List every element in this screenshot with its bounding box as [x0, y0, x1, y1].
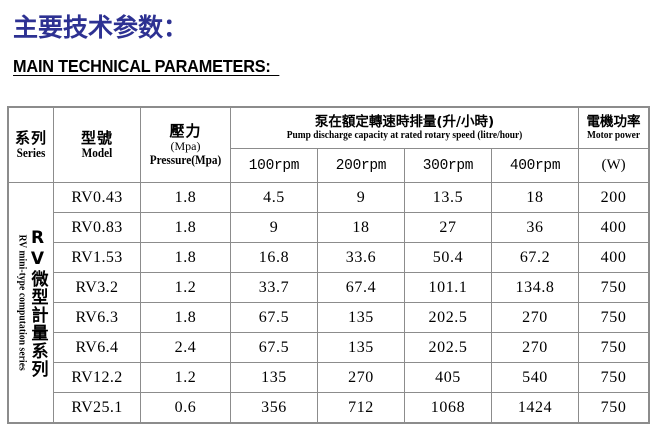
header-motor-power: 電機功率 Motor power [578, 107, 650, 149]
cell-rpm400: 1424 [490, 392, 580, 423]
cell-rpm200: 9 [317, 182, 405, 213]
cell-rpm400: 270 [490, 332, 580, 363]
cell-rpm100: 135 [230, 362, 318, 393]
title-block: 主要技术参数： MAIN TECHNICAL PARAMETERS: [13, 14, 633, 77]
header-rpm-100: 100rpm [230, 148, 318, 183]
table-row: RV6.3 1.8 67.5 135 202.5 270 750 [9, 302, 650, 333]
header-pressure-unit: (Mpa) [170, 138, 201, 153]
cell-rpm300: 1068 [404, 392, 492, 423]
cell-rpm300: 405 [404, 362, 492, 393]
cell-model: RV6.3 [53, 302, 141, 333]
cell-rpm200: 270 [317, 362, 405, 393]
header-discharge-cn: 泵在額定轉速時排量(升/小時) [314, 113, 495, 130]
cell-rpm200: 18 [317, 212, 405, 243]
cell-pressure: 1.8 [140, 242, 231, 273]
cell-pressure: 1.2 [140, 272, 231, 303]
header-power-unit: (W) [578, 148, 650, 183]
cell-rpm400: 270 [490, 302, 580, 333]
cell-rpm200: 135 [317, 332, 405, 363]
cell-model: RV12.2 [53, 362, 141, 393]
cell-pressure: 1.2 [140, 362, 231, 393]
header-row-primary: 系列 Series 型號 Model 壓力 (Mpa) Pressure(Mpa… [8, 107, 650, 183]
cell-power: 750 [578, 392, 650, 423]
header-pressure-cn: 壓力 [169, 121, 202, 140]
header-row-secondary: 100rpm 200rpm 300rpm 400rpm (W) [9, 148, 650, 183]
cell-rpm300: 202.5 [404, 332, 492, 363]
cell-rpm400: 67.2 [490, 242, 580, 273]
cell-pressure: 0.6 [140, 392, 231, 423]
cell-power: 400 [578, 242, 650, 273]
table-row: RV3.2 1.2 33.7 67.4 101.1 134.8 750 [9, 272, 650, 303]
cell-pressure: 1.8 [140, 182, 231, 213]
cell-model: RV25.1 [53, 392, 141, 423]
cell-model: RV3.2 [53, 272, 141, 303]
table-row: RV微型計量系列 RV mini-type computation series… [8, 182, 650, 423]
cell-power: 750 [578, 332, 650, 363]
header-rpm-200: 200rpm [317, 148, 405, 183]
series-label-en: RV mini-type computation series [16, 234, 28, 371]
table-row: RV0.83 1.8 9 18 27 36 400 [9, 212, 650, 243]
cell-power: 400 [578, 212, 650, 243]
header-rpm-400: 400rpm [490, 148, 580, 183]
table-row: RV1.53 1.8 16.8 33.6 50.4 67.2 400 [9, 242, 650, 273]
cell-rpm200: 33.6 [317, 242, 405, 273]
header-pressure: 壓力 (Mpa) Pressure(Mpa) [140, 107, 231, 183]
series-label-cn: RV微型計量系列 [27, 227, 48, 378]
cell-rpm100: 9 [230, 212, 318, 243]
header-series-cn: 系列 [14, 128, 47, 147]
cell-model: RV0.43 [53, 182, 141, 213]
cell-pressure: 1.8 [140, 212, 231, 243]
cell-model: RV1.53 [53, 242, 141, 273]
technical-parameters-table: 系列 Series 型號 Model 壓力 (Mpa) Pressure(Mpa… [6, 106, 650, 424]
header-series-en: Series [16, 146, 46, 161]
table-row: RV6.4 2.4 67.5 135 202.5 270 750 [9, 332, 650, 363]
header-discharge-group: 泵在額定轉速時排量(升/小時) Pump discharge capacity … [229, 107, 580, 149]
header-rpm-300: 300rpm [404, 148, 492, 183]
series-label-cell: RV微型計量系列 RV mini-type computation series [8, 182, 54, 423]
cell-power: 750 [578, 362, 650, 393]
header-power-cn: 電機功率 [586, 113, 641, 130]
cell-rpm100: 67.5 [230, 332, 318, 363]
cell-rpm100: 356 [230, 392, 318, 423]
cell-power: 200 [578, 182, 650, 213]
header-discharge-en: Pump discharge capacity at rated rotary … [286, 129, 523, 141]
cell-rpm300: 27 [404, 212, 492, 243]
cell-rpm200: 67.4 [317, 272, 405, 303]
cell-rpm100: 4.5 [230, 182, 318, 213]
cell-rpm200: 135 [317, 302, 405, 333]
header-model: 型號 Model [53, 107, 141, 183]
table-body: RV微型計量系列 RV mini-type computation series… [8, 182, 650, 423]
cell-pressure: 1.8 [140, 302, 231, 333]
cell-rpm300: 50.4 [404, 242, 492, 273]
cell-model: RV6.4 [53, 332, 141, 363]
cell-rpm100: 33.7 [230, 272, 318, 303]
cell-rpm300: 202.5 [404, 302, 492, 333]
cell-model: RV0.83 [53, 212, 141, 243]
cell-rpm100: 67.5 [230, 302, 318, 333]
cell-power: 750 [578, 302, 650, 333]
table-row: RV12.2 1.2 135 270 405 540 750 [9, 362, 650, 393]
cell-rpm300: 101.1 [404, 272, 492, 303]
header-model-en: Model [81, 146, 113, 161]
table-head: 系列 Series 型號 Model 壓力 (Mpa) Pressure(Mpa… [8, 107, 650, 183]
header-pressure-en: Pressure(Mpa) [149, 153, 222, 168]
cell-pressure: 2.4 [140, 332, 231, 363]
cell-rpm400: 540 [490, 362, 580, 393]
cell-rpm400: 36 [490, 212, 580, 243]
page-title-chinese: 主要技术参数： [13, 13, 189, 42]
header-series: 系列 Series [8, 107, 54, 183]
cell-rpm100: 16.8 [230, 242, 318, 273]
table-row: RV25.1 0.6 356 712 1068 1424 750 [9, 392, 650, 423]
cell-rpm400: 18 [490, 182, 580, 213]
cell-rpm300: 13.5 [404, 182, 492, 213]
cell-rpm400: 134.8 [490, 272, 580, 303]
header-model-cn: 型號 [80, 128, 113, 147]
spec-table-container: 系列 Series 型號 Model 壓力 (Mpa) Pressure(Mpa… [6, 106, 650, 424]
cell-rpm200: 712 [317, 392, 405, 423]
cell-power: 750 [578, 272, 650, 303]
header-power-en: Motor power [586, 129, 641, 141]
page-title-english: MAIN TECHNICAL PARAMETERS: [13, 55, 280, 76]
